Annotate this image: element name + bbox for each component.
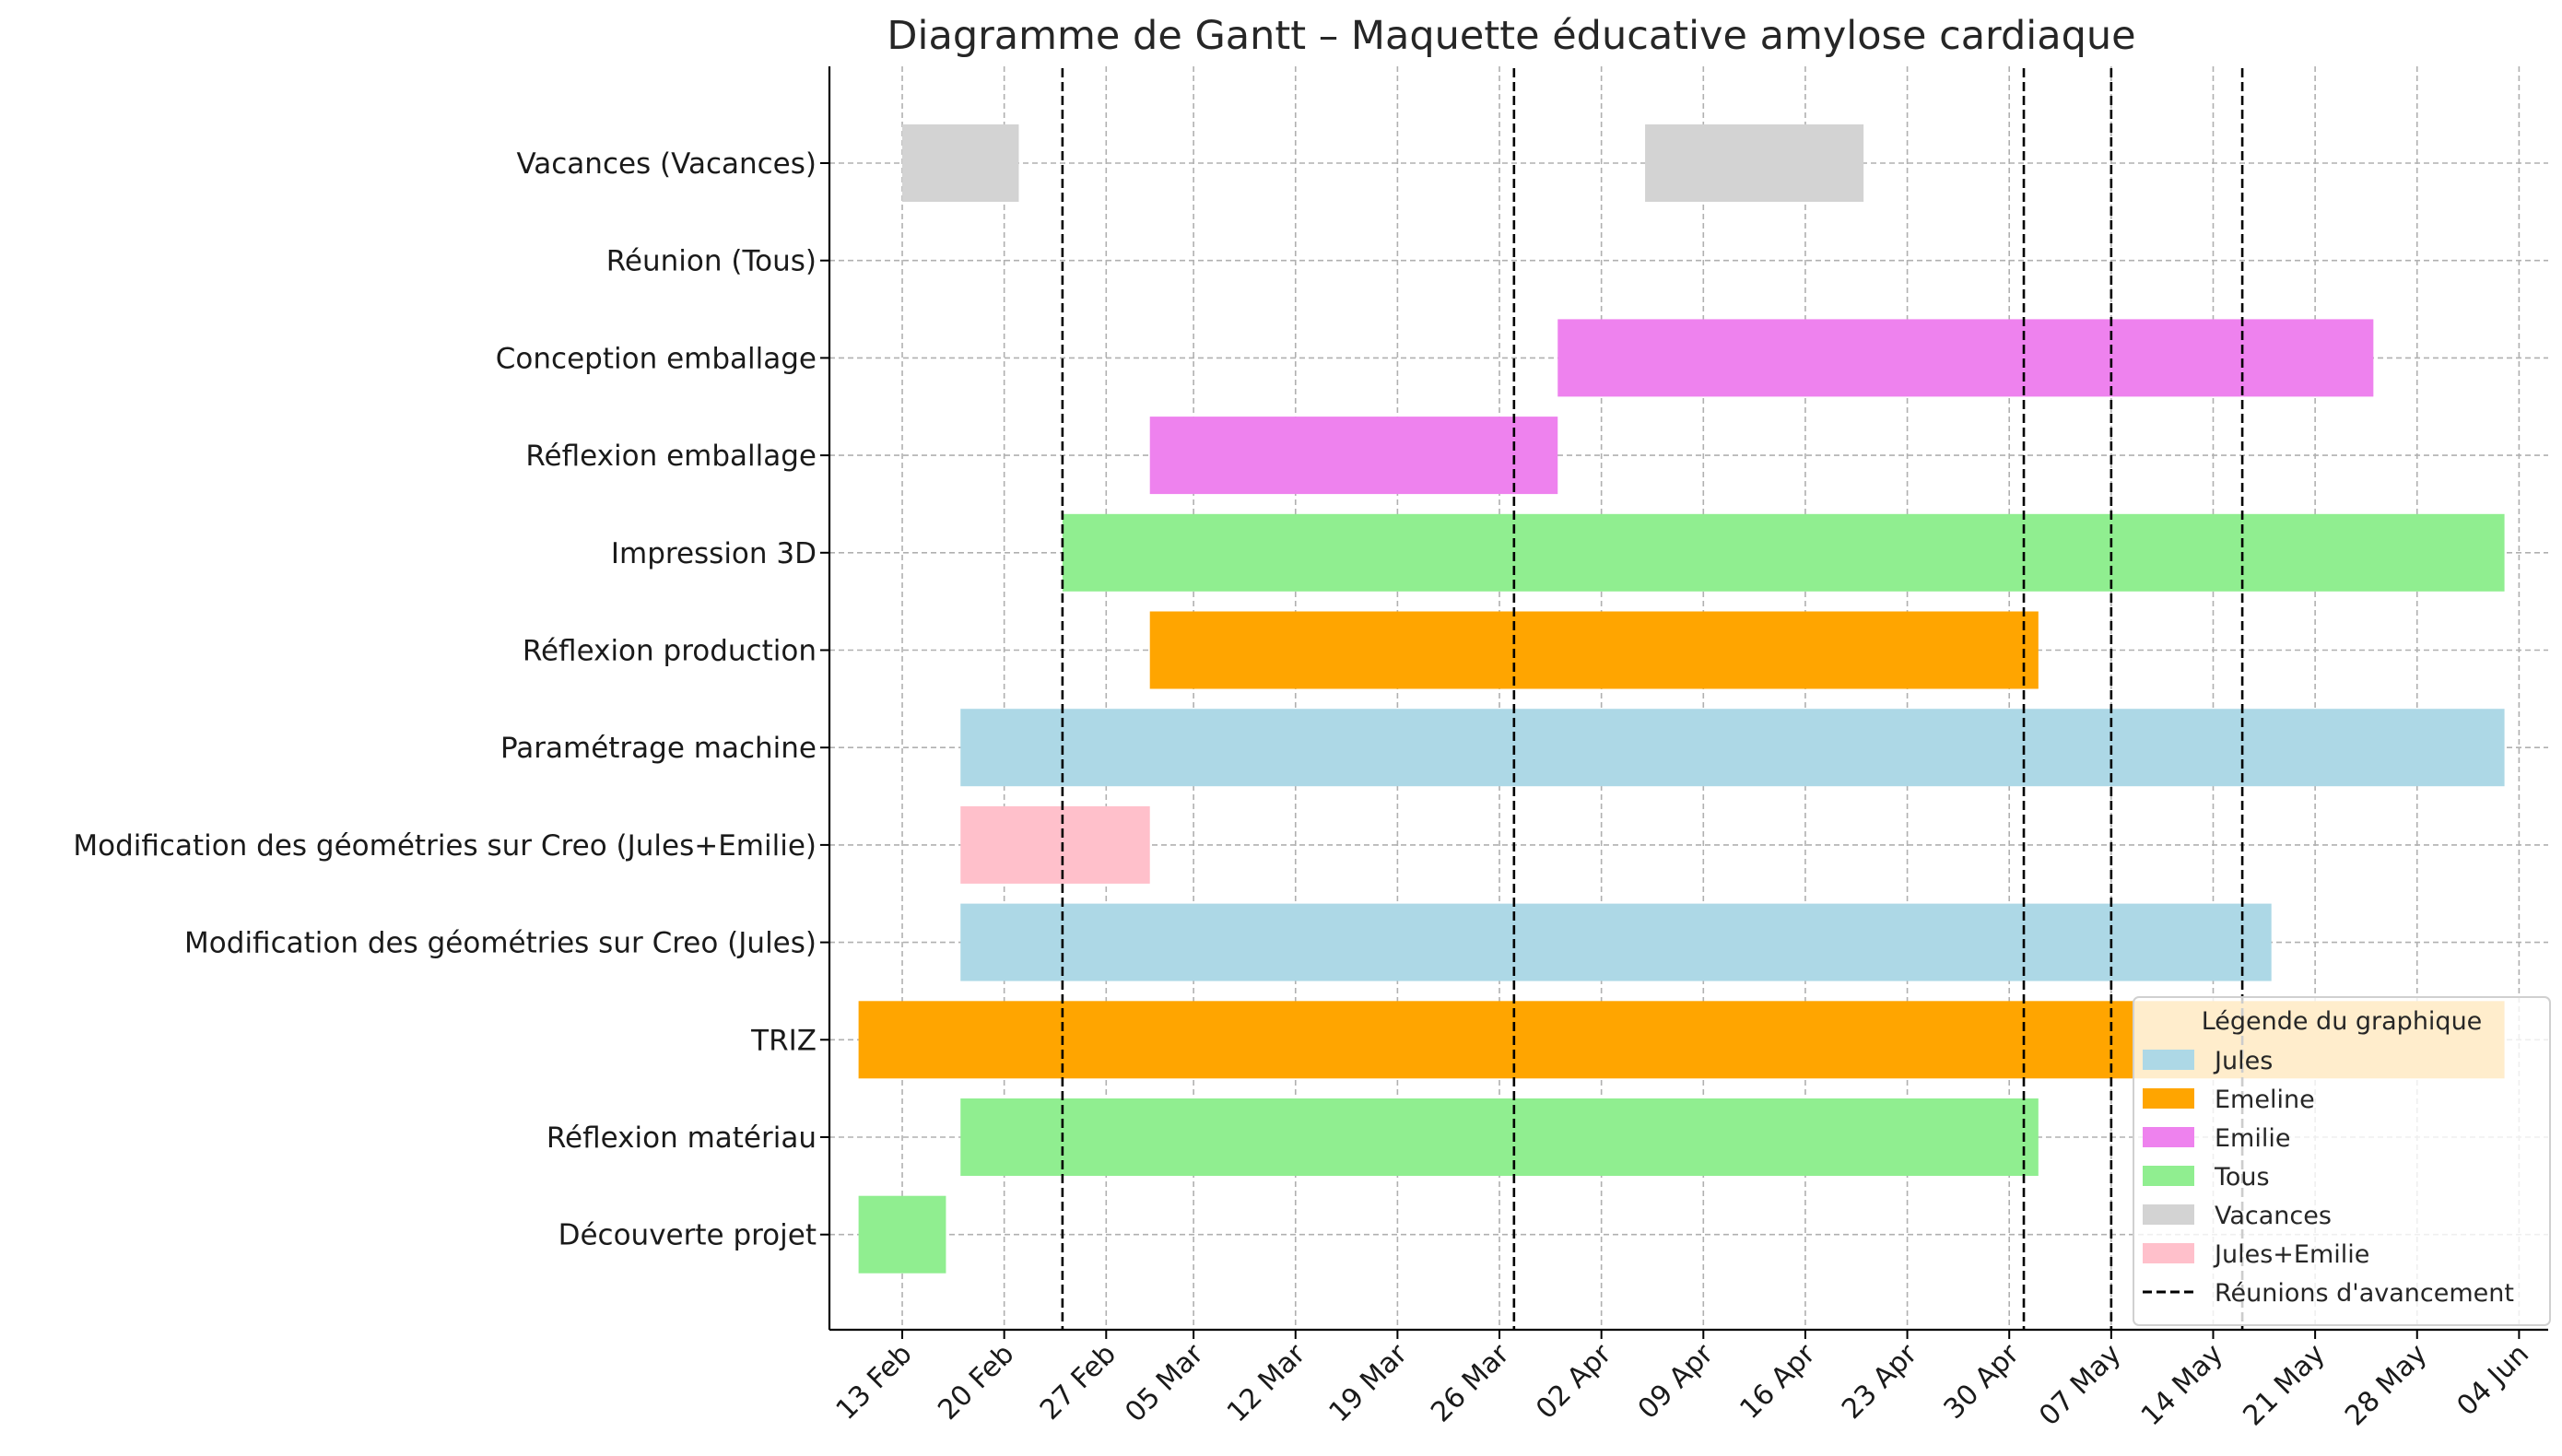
task-label: Réflexion emballage [525, 440, 817, 473]
gantt-bar [1062, 513, 2505, 592]
task-label: Découverte projet [558, 1219, 817, 1252]
gantt-bar [1557, 319, 2374, 397]
x-tick-label: 30 Apr [1938, 1337, 2027, 1426]
x-tick-label: 13 Feb [830, 1338, 919, 1427]
legend-box [2133, 996, 2551, 1326]
legend-label: Emilie [2215, 1124, 2290, 1153]
legend-swatch [2143, 1127, 2194, 1147]
x-tick-label: 07 May [2033, 1338, 2127, 1432]
legend-swatch [2143, 1204, 2194, 1225]
gantt-bar [1149, 611, 2039, 689]
x-tick-label: 26 Mar [1425, 1337, 1516, 1428]
gantt-bar [858, 1195, 946, 1274]
x-tick-label: 02 Apr [1530, 1337, 1618, 1426]
legend-label: Tous [2214, 1163, 2270, 1192]
gantt-bar [1645, 124, 1864, 202]
x-tick-label: 04 Jun [2450, 1338, 2535, 1423]
x-tick-label: 05 Mar [1119, 1337, 1210, 1428]
gantt-bar [960, 1098, 2039, 1176]
x-tick-label: 19 Mar [1323, 1337, 1415, 1428]
task-label: Vacances (Vacances) [516, 147, 817, 181]
task-label: Impression 3D [611, 537, 817, 570]
gantt-bar [1149, 417, 1558, 495]
gantt-bar [960, 805, 1150, 884]
x-tick-label: 09 Apr [1632, 1337, 1721, 1426]
x-tick-label: 16 Apr [1733, 1337, 1822, 1426]
task-label: Conception emballage [496, 342, 817, 375]
task-label: Modification des géométries sur Creo (Ju… [73, 829, 817, 863]
legend-label: Vacances [2215, 1202, 2332, 1230]
x-tick-label: 28 May [2339, 1338, 2433, 1432]
task-label: TRIZ [750, 1024, 817, 1057]
task-label: Modification des géométries sur Creo (Ju… [184, 927, 817, 960]
chart-legend: Légende du graphique Jules Emeline Emilie To… [2133, 996, 2551, 1326]
legend-label: Emeline [2215, 1086, 2315, 1114]
gantt-bar [902, 124, 1019, 202]
legend-label: Jules+Emilie [2213, 1240, 2369, 1269]
task-label: Réflexion production [523, 635, 817, 668]
gantt-bar [960, 903, 2272, 981]
legend-title: Légende du graphique [2202, 1007, 2483, 1036]
bars-layer [858, 124, 2505, 1274]
task-label: Réunion (Tous) [606, 245, 817, 278]
x-tick-label: 20 Feb [932, 1338, 1020, 1427]
x-tick-label: 12 Mar [1221, 1337, 1312, 1428]
chart-title: Diagramme de Gantt – Maquette éducative … [887, 13, 2135, 59]
gantt-bar [960, 709, 2505, 787]
legend-label: Réunions d'avancement [2215, 1279, 2514, 1308]
x-tick-label: 23 Apr [1836, 1337, 1924, 1426]
legend-label: Jules [2213, 1047, 2273, 1075]
legend-swatch [2143, 1088, 2194, 1109]
y-tick-labels: Vacances (Vacances) Réunion (Tous) Concept… [73, 147, 817, 1252]
legend-swatch [2143, 1166, 2194, 1186]
legend-swatch [2143, 1243, 2194, 1263]
x-tick-label: 21 May [2237, 1338, 2331, 1432]
legend-swatch [2143, 1050, 2194, 1070]
axes-layer [820, 66, 2548, 1339]
task-label: Réflexion matériau [546, 1121, 817, 1155]
task-label: Paramétrage machine [500, 732, 817, 765]
x-tick-label: 14 May [2135, 1338, 2229, 1432]
x-tick-label: 27 Feb [1034, 1338, 1122, 1427]
